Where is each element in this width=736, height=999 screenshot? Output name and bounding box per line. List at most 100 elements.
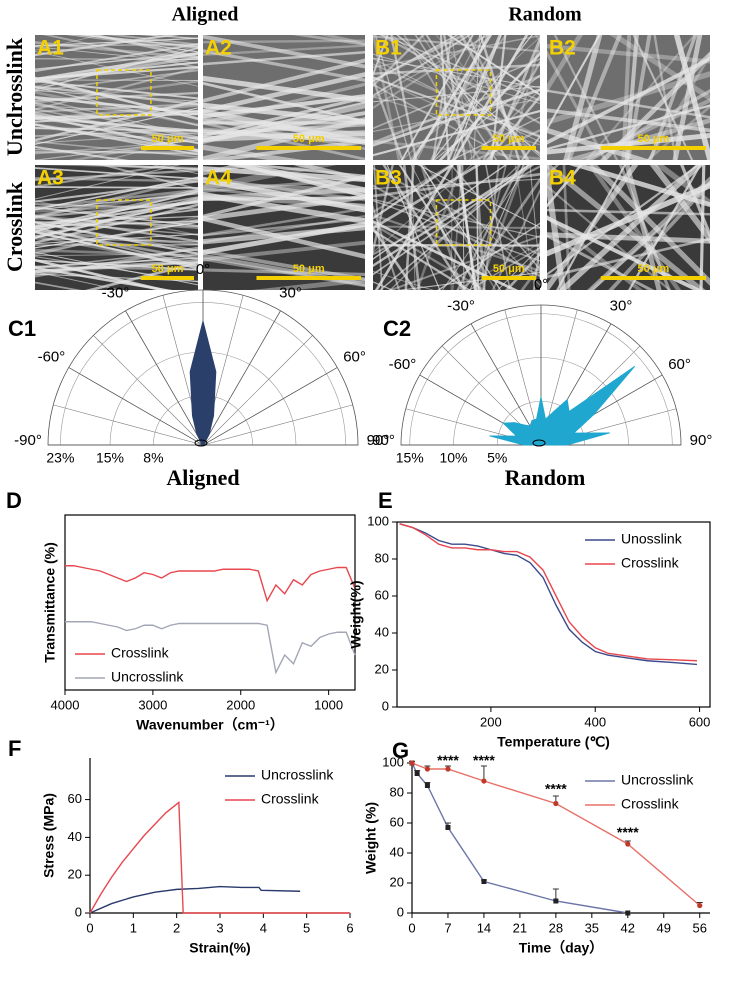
panel-label: C2 [383, 316, 411, 341]
fiber [699, 165, 706, 290]
scale-label: 50 μm [637, 263, 669, 275]
fiber [35, 79, 198, 81]
fiber [373, 165, 384, 290]
fiber [556, 165, 627, 290]
fiber [373, 165, 540, 256]
fiber [35, 46, 198, 64]
theta-tick-label: 0° [534, 276, 548, 293]
annotation: **** [545, 781, 567, 797]
fiber [626, 35, 652, 160]
fiber [373, 198, 540, 238]
fiber [203, 49, 365, 82]
scale-label: 50 μm [293, 133, 325, 145]
fiber [88, 35, 198, 59]
fiber [547, 44, 710, 64]
fiber [373, 63, 540, 137]
fiber [466, 35, 528, 160]
fiber [226, 165, 365, 194]
fiber [589, 181, 710, 290]
fiber [645, 104, 710, 160]
fiber [203, 194, 365, 222]
fiber [547, 56, 710, 145]
scale-label: 50 μm [293, 263, 325, 275]
marker [445, 766, 451, 772]
fiber [450, 165, 453, 290]
marker [481, 778, 487, 784]
legend-label: Crosslink [621, 555, 680, 571]
fiber [35, 139, 198, 155]
fiber [654, 165, 710, 207]
panel-label: A1 [37, 37, 64, 60]
fiber [379, 165, 530, 290]
fiber [99, 165, 198, 191]
panel-label: B3 [375, 167, 402, 190]
theta-tick [125, 310, 204, 446]
fiber [35, 116, 198, 133]
fiber [390, 35, 418, 160]
x-tick-label: 1000 [314, 697, 343, 712]
fiber [203, 121, 365, 160]
fiber [547, 127, 651, 160]
fiber [624, 35, 639, 160]
fiber [600, 51, 710, 160]
x-tick-label: 5 [303, 920, 310, 935]
fiber [203, 193, 365, 209]
fiber [373, 76, 540, 138]
fiber [35, 165, 177, 188]
scale-label: 50 μm [152, 263, 184, 275]
fiber [35, 104, 198, 116]
fiber [485, 94, 540, 160]
fiber [42, 35, 198, 69]
fiber [547, 234, 655, 290]
fiber [373, 165, 453, 214]
x-tick-label: 3000 [138, 697, 167, 712]
r-tick-label: 8% [143, 450, 163, 466]
x-tick-label: 42 [621, 920, 635, 935]
panel-label: G [392, 738, 409, 763]
fiber [35, 169, 198, 182]
marker [424, 783, 430, 788]
fiber [203, 174, 365, 218]
fiber [653, 35, 677, 160]
theta-tick-label: -60° [38, 348, 66, 365]
fiber [203, 81, 365, 123]
fiber [35, 149, 198, 155]
fiber [35, 230, 198, 270]
fiber [373, 165, 473, 253]
fiber [472, 129, 540, 160]
x-tick-label: 2000 [226, 697, 255, 712]
spoke [53, 404, 204, 446]
fiber [578, 98, 710, 160]
x-tick-label: 14 [477, 920, 491, 935]
fiber [563, 35, 603, 160]
fiber [35, 192, 198, 211]
fiber [373, 83, 514, 160]
theta-tick-label: -30° [102, 284, 130, 301]
fiber [397, 271, 540, 290]
fiber [401, 36, 540, 160]
fiber [547, 165, 560, 178]
y-tick-label: 40 [68, 829, 82, 844]
fiber [35, 201, 198, 213]
fiber [490, 35, 507, 160]
annotation: **** [437, 752, 459, 768]
fiber [398, 165, 482, 290]
fiber [203, 139, 365, 160]
plot-frame [64, 514, 356, 691]
fiber [138, 35, 198, 40]
header: Aligned [172, 4, 239, 26]
fiber [414, 35, 498, 160]
fiber [35, 257, 198, 268]
fiber [35, 261, 198, 273]
fiber [35, 258, 169, 290]
x-tick-label: 49 [657, 920, 671, 935]
fiber [203, 111, 365, 143]
fiber [450, 165, 540, 271]
fiber [373, 204, 400, 290]
fiber [534, 35, 540, 42]
fiber [459, 35, 530, 160]
fiber [553, 35, 619, 160]
theta-tick-label: -60° [389, 356, 417, 373]
fiber [373, 35, 540, 69]
